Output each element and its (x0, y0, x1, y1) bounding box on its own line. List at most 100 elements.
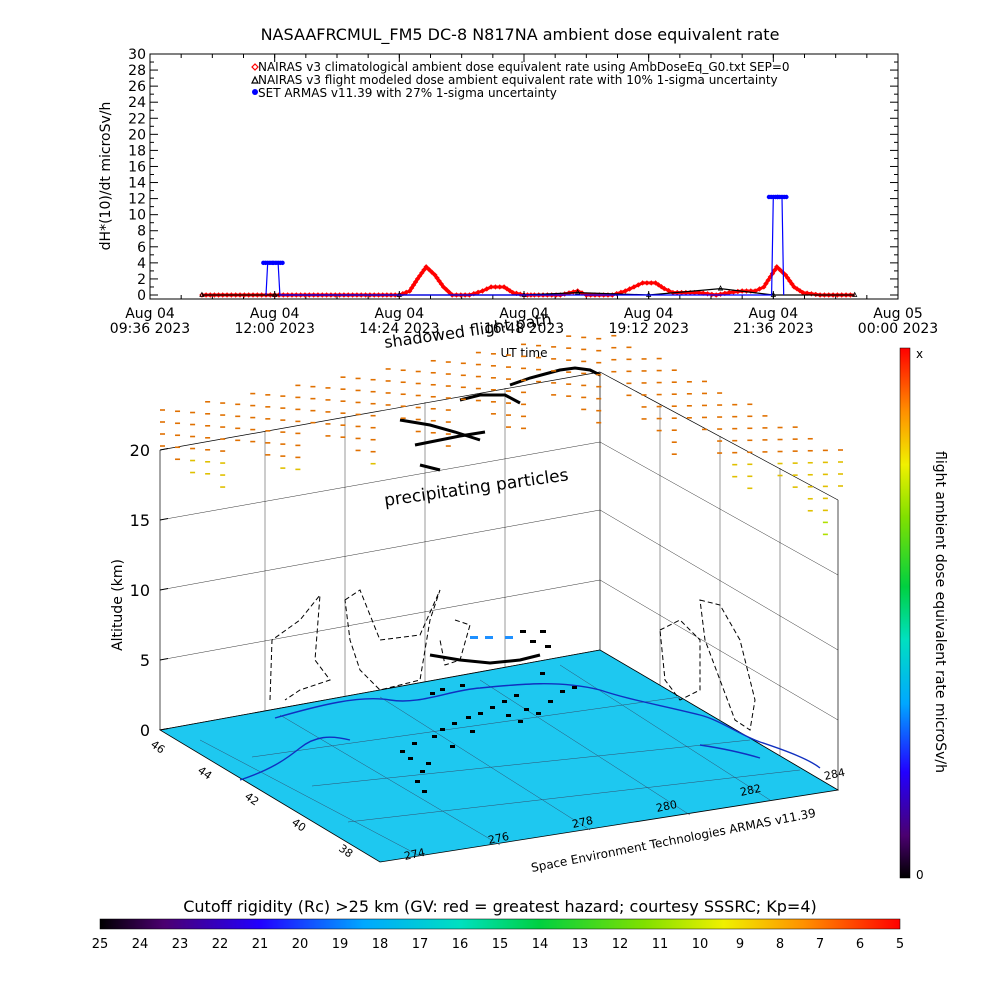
diamond-marker (436, 278, 442, 284)
colorbar-bottom-label: 0 (916, 868, 924, 882)
diamond-marker (774, 264, 780, 270)
y-tick-label: 26 (128, 79, 146, 95)
cutoff-rigidity-tick-label: 9 (736, 937, 744, 952)
y-tick-label: 18 (128, 143, 146, 159)
longitude-axis-ticks: 274 276 278 280 282 284 (403, 766, 846, 863)
x-tick-label-date: Aug 04 (375, 306, 425, 322)
altitude-tick-label: 5 (140, 651, 150, 670)
diamond-marker (622, 288, 628, 294)
diamond-marker (756, 286, 763, 292)
legend-item-flight-model: NAIRAS v3 flight modeled dose ambient eq… (251, 73, 778, 87)
map-coastlines (239, 683, 821, 781)
diamond-marker (446, 289, 452, 296)
diamond-marker (652, 280, 659, 286)
diamond-marker (501, 284, 507, 290)
diamond-marker (507, 288, 513, 294)
diamond-marker (635, 282, 641, 288)
diamond-marker (794, 286, 800, 292)
altitude-axis-ticks: 0 5 10 15 20 (130, 441, 169, 740)
flight-path-trace (399, 366, 601, 665)
trajectory-projection-right-wall (659, 599, 756, 731)
x-tick-label-time: 19:12 2023 (608, 321, 688, 337)
triangle-marker (272, 291, 278, 297)
y-axis-label: dH*(10)/dt microSv/h (98, 102, 114, 251)
diamond-marker (771, 267, 778, 273)
diamond-marker (434, 275, 440, 281)
ground-track-shadow (400, 672, 577, 793)
triangle-marker (770, 291, 776, 297)
diamond-marker (813, 291, 819, 298)
diamond-marker (484, 286, 490, 292)
diamond-marker (410, 282, 417, 288)
legend-item-armas: SET ARMAS v11.39 with 27% 1-sigma uncert… (252, 86, 557, 100)
diamond-marker (419, 270, 425, 276)
diamond-marker (408, 285, 415, 291)
longitude-tick-label: 282 (739, 782, 762, 799)
altitude-tick-mark (159, 448, 169, 451)
diamond-marker (665, 287, 672, 294)
x-axis-label: UT time (500, 346, 547, 360)
cutoff-rigidity-tick-label: 17 (412, 937, 429, 952)
cutoff-rigidity-tick-label: 18 (372, 937, 389, 952)
y-tick-label: 20 (128, 127, 146, 143)
altitude-tick-label: 0 (140, 721, 150, 740)
cutoff-rigidity-tick-label: 24 (132, 937, 149, 952)
latitude-tick-label: 42 (242, 790, 261, 809)
altitude-tick-label: 20 (130, 441, 150, 460)
y-tick-label: 10 (128, 208, 146, 224)
diamond-marker (784, 275, 791, 281)
x-tick-label-time: 00:00 2023 (858, 321, 938, 337)
cutoff-rigidity-tick-label: 14 (532, 937, 549, 952)
altitude-tick-label: 10 (130, 581, 150, 600)
triangle-marker (717, 285, 724, 291)
cutoff-rigidity-tick-label: 23 (172, 937, 189, 952)
dose-rate-colorbar: x 0 flight ambient dose equivalent rate … (899, 347, 948, 882)
triangle-marker (199, 291, 205, 297)
x-tick-label-date: Aug 04 (125, 306, 175, 322)
altitude-tick-label: 15 (130, 511, 150, 530)
colorbar-top-label: x (916, 347, 923, 361)
diamond-marker (631, 284, 637, 290)
diamond-marker (440, 284, 447, 290)
cutoff-rigidity-tick-label: 12 (612, 937, 629, 952)
diamond-marker (412, 279, 419, 285)
diamond-marker (726, 289, 732, 296)
diamond-marker (655, 282, 662, 288)
cutoff-rigidity-tick-label: 8 (776, 937, 784, 952)
diamond-marker (800, 289, 806, 296)
diamond-marker (504, 286, 510, 292)
diamond-marker (761, 284, 767, 290)
cutoff-rigidity-tick-label: 25 (92, 937, 109, 952)
diamond-marker-icon (251, 63, 259, 71)
longitude-tick-label: 276 (487, 830, 510, 847)
cutoff-rigidity-tick-label: 11 (652, 937, 669, 952)
y-tick-label: 14 (128, 176, 146, 192)
diamond-marker (443, 286, 450, 293)
colorbar-axis-label: flight ambient dose equivalent rate micr… (932, 451, 948, 773)
altitude-axis-label: Altitude (km) (110, 559, 126, 651)
longitude-tick-label: 284 (823, 766, 846, 783)
x-tick-label-time: 09:36 2023 (110, 321, 190, 337)
cutoff-rigidity-colorbar: Cutoff rigidity (Rc) >25 km (GV: red = g… (92, 897, 904, 952)
y-tick-label: 12 (128, 192, 146, 208)
cutoff-rigidity-tick-label: 22 (212, 937, 229, 952)
y-tick-label: 28 (128, 63, 146, 79)
chart-title: NASAAFRCMUL_FM5 DC-8 N817NA ambient dose… (261, 25, 780, 45)
diamond-marker (696, 289, 702, 296)
latitude-tick-label: 46 (148, 738, 167, 757)
diamond-marker (423, 264, 429, 270)
circle-marker-icon (252, 89, 258, 95)
diamond-marker (791, 284, 797, 290)
triangle-marker-icon (251, 75, 259, 84)
cutoff-rigidity-tick-label: 19 (332, 937, 349, 952)
altitude-tick-mark (159, 728, 169, 731)
diamond-marker (414, 276, 421, 282)
diamond-marker (479, 288, 486, 294)
cutoff-rigidity-tick-label: 6 (856, 937, 864, 952)
legend: NAIRAS v3 climatological ambient dose eq… (251, 60, 790, 100)
y-tick-label: 22 (128, 111, 146, 127)
x-tick-label-time: 14:24 2023 (359, 321, 439, 337)
altitude-tick-mark (159, 658, 169, 661)
